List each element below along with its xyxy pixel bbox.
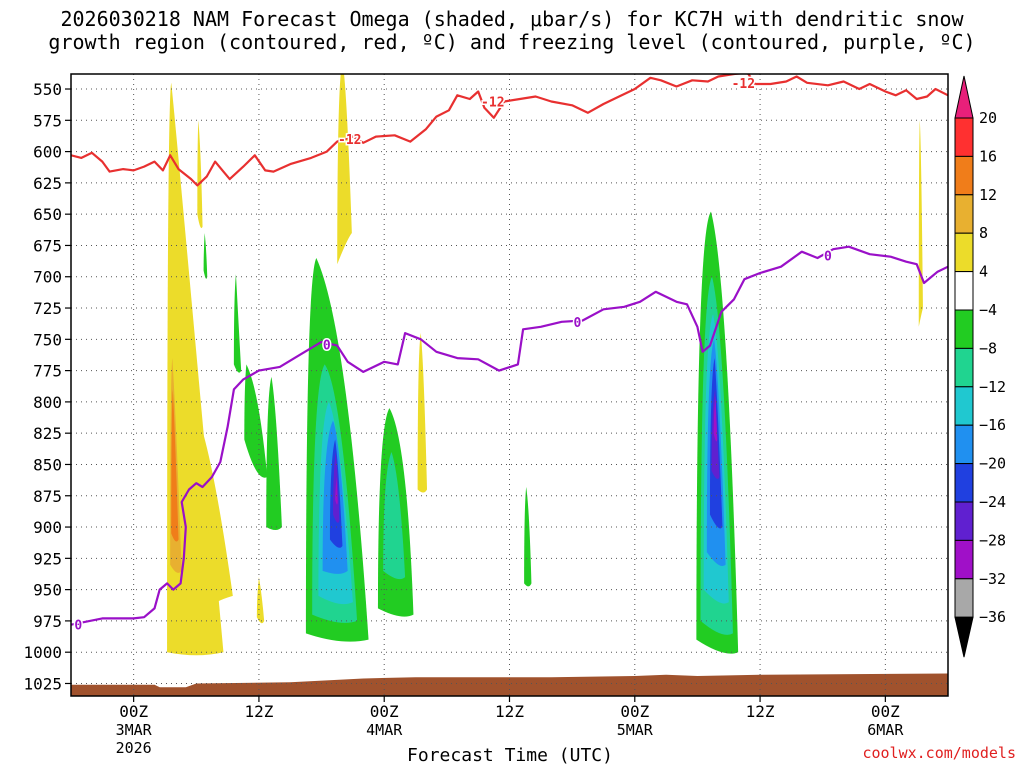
x-date-label-48: 5MAR — [617, 721, 654, 739]
y-tick-label-875: 875 — [33, 487, 62, 506]
y-tick-label-800: 800 — [33, 393, 62, 412]
omega-region-21 — [383, 451, 406, 580]
y-tick-label-775: 775 — [33, 362, 62, 381]
colorbar-bin-4 — [954, 271, 974, 311]
x-date-label-0: 3MAR — [116, 721, 153, 739]
y-tick-label-725: 725 — [33, 299, 62, 318]
dendritic-label-0: -12 — [338, 133, 361, 148]
x-tick-label-12: 12Z — [244, 702, 273, 721]
colorbar-bin-6 — [954, 347, 974, 388]
omega-region-7 — [337, 74, 352, 265]
x-tick-label-48: 00Z — [620, 702, 649, 721]
colorbar-label-6: −8 — [979, 339, 997, 357]
colorbar-label-7: −12 — [979, 378, 1006, 396]
colorbar-bin-2 — [954, 194, 974, 234]
omega-region-8 — [417, 333, 428, 493]
colorbar-label-3: 8 — [979, 224, 988, 242]
freezing-level-label-1: 0 — [323, 338, 331, 353]
colorbar-label-13: −36 — [979, 608, 1006, 626]
y-tick-label-700: 700 — [33, 268, 62, 287]
colorbar-label-10: −24 — [979, 493, 1006, 511]
y-tick-label-850: 850 — [33, 455, 62, 474]
y-tick-label-750: 750 — [33, 330, 62, 349]
y-tick-label-550: 550 — [33, 80, 62, 99]
colorbar-bin-5 — [954, 309, 974, 349]
omega-region-22 — [524, 486, 532, 587]
y-tick-label-1025: 1025 — [23, 674, 62, 693]
colorbar-bin-9 — [954, 463, 974, 503]
x-tick-label-0: 00Z — [119, 702, 148, 721]
chart-title-line-1: 2026030218 NAM Forecast Omega (shaded, μ… — [60, 7, 964, 31]
colorbar-bin-0 — [954, 117, 974, 157]
contour-lines: 0 0 0 0 -12 -12 -12 — [71, 74, 948, 635]
grid — [71, 74, 948, 696]
colorbar-label-0: 20 — [979, 109, 997, 127]
omega-region-6 — [256, 577, 265, 624]
x-date-label-24: 4MAR — [366, 721, 403, 739]
y-tick-label-600: 600 — [33, 143, 62, 162]
colorbar-label-8: −16 — [979, 416, 1006, 434]
colorbar-label-1: 16 — [979, 147, 997, 165]
colorbar-bin-11 — [954, 539, 974, 580]
x-date-label-72: 6MAR — [867, 721, 904, 739]
omega-region-30 — [335, 476, 338, 505]
chart-title-line-2: growth region (contoured, red, ºC) and f… — [48, 30, 976, 54]
y-tick-label-675: 675 — [33, 236, 62, 255]
x-tick-label-60: 12Z — [746, 702, 775, 721]
y-tick-label-825: 825 — [33, 424, 62, 443]
colorbar-label-11: −28 — [979, 531, 1006, 549]
chart-title: 2026030218 NAM Forecast Omega (shaded, μ… — [0, 8, 1024, 54]
x-tick-label-24: 00Z — [370, 702, 399, 721]
dendritic-12c-line — [71, 74, 948, 187]
y-tick-label-900: 900 — [33, 518, 62, 537]
y-tick-label-625: 625 — [33, 174, 62, 193]
x-year-label-0: 2026 — [116, 739, 152, 757]
omega-region-4 — [171, 389, 179, 542]
y-tick-label-975: 975 — [33, 612, 62, 631]
freezing-level-label-0: 0 — [74, 619, 82, 634]
y-tick-label-950: 950 — [33, 581, 62, 600]
omega-shading — [167, 74, 923, 656]
y-tick-label-925: 925 — [33, 549, 62, 568]
omega-region-29 — [713, 395, 718, 442]
x-tick-label-72: 00Z — [871, 702, 900, 721]
colorbar-bin-12 — [954, 578, 974, 618]
omega-region-11 — [233, 274, 242, 373]
omega-region-1 — [169, 326, 220, 640]
x-axis-title: Forecast Time (UTC) — [407, 745, 613, 766]
omega-region-5 — [197, 120, 203, 229]
colorbar-bin-3 — [954, 232, 974, 273]
omega-region-13 — [266, 376, 282, 531]
omega-region-12 — [244, 364, 268, 478]
y-axis: 550 575 600 625 650 675 700 725 750 775 800 825 850 8… — [23, 80, 71, 693]
x-tick-label-36: 12Z — [495, 702, 524, 721]
colorbar-label-4: 4 — [979, 263, 988, 281]
colorbar-top-arrow — [954, 75, 974, 119]
omega-region-10 — [203, 232, 208, 279]
y-tick-label-1000: 1000 — [23, 643, 62, 662]
y-tick-label-650: 650 — [33, 205, 62, 224]
freezing-level-line — [71, 245, 948, 626]
dendritic-label-1: -12 — [481, 96, 504, 111]
y-tick-label-575: 575 — [33, 111, 62, 130]
colorbar-bin-7 — [954, 386, 974, 426]
freezing-level-label-2: 0 — [573, 316, 581, 331]
credit-link[interactable]: coolwx.com/models — [862, 744, 1016, 762]
colorbar-label-9: −20 — [979, 455, 1006, 473]
colorbar-label-5: −4 — [979, 301, 997, 319]
colorbar-bin-8 — [954, 424, 974, 465]
colorbar-bin-10 — [954, 501, 974, 541]
colorbar-bin-1 — [954, 155, 974, 196]
freezing-level-label-3: 0 — [824, 249, 832, 264]
colorbar-label-12: −32 — [979, 570, 1006, 588]
colorbar-bottom-arrow — [954, 616, 974, 658]
colorbar-label-2: 12 — [979, 186, 997, 204]
colorbar: 20 16 12 8 4 −4 −8 −12 −16 −20 −24 −28 −32 −36 — [954, 75, 1006, 658]
dendritic-label-2: -12 — [732, 77, 755, 92]
omega-region-2 — [192, 401, 233, 609]
